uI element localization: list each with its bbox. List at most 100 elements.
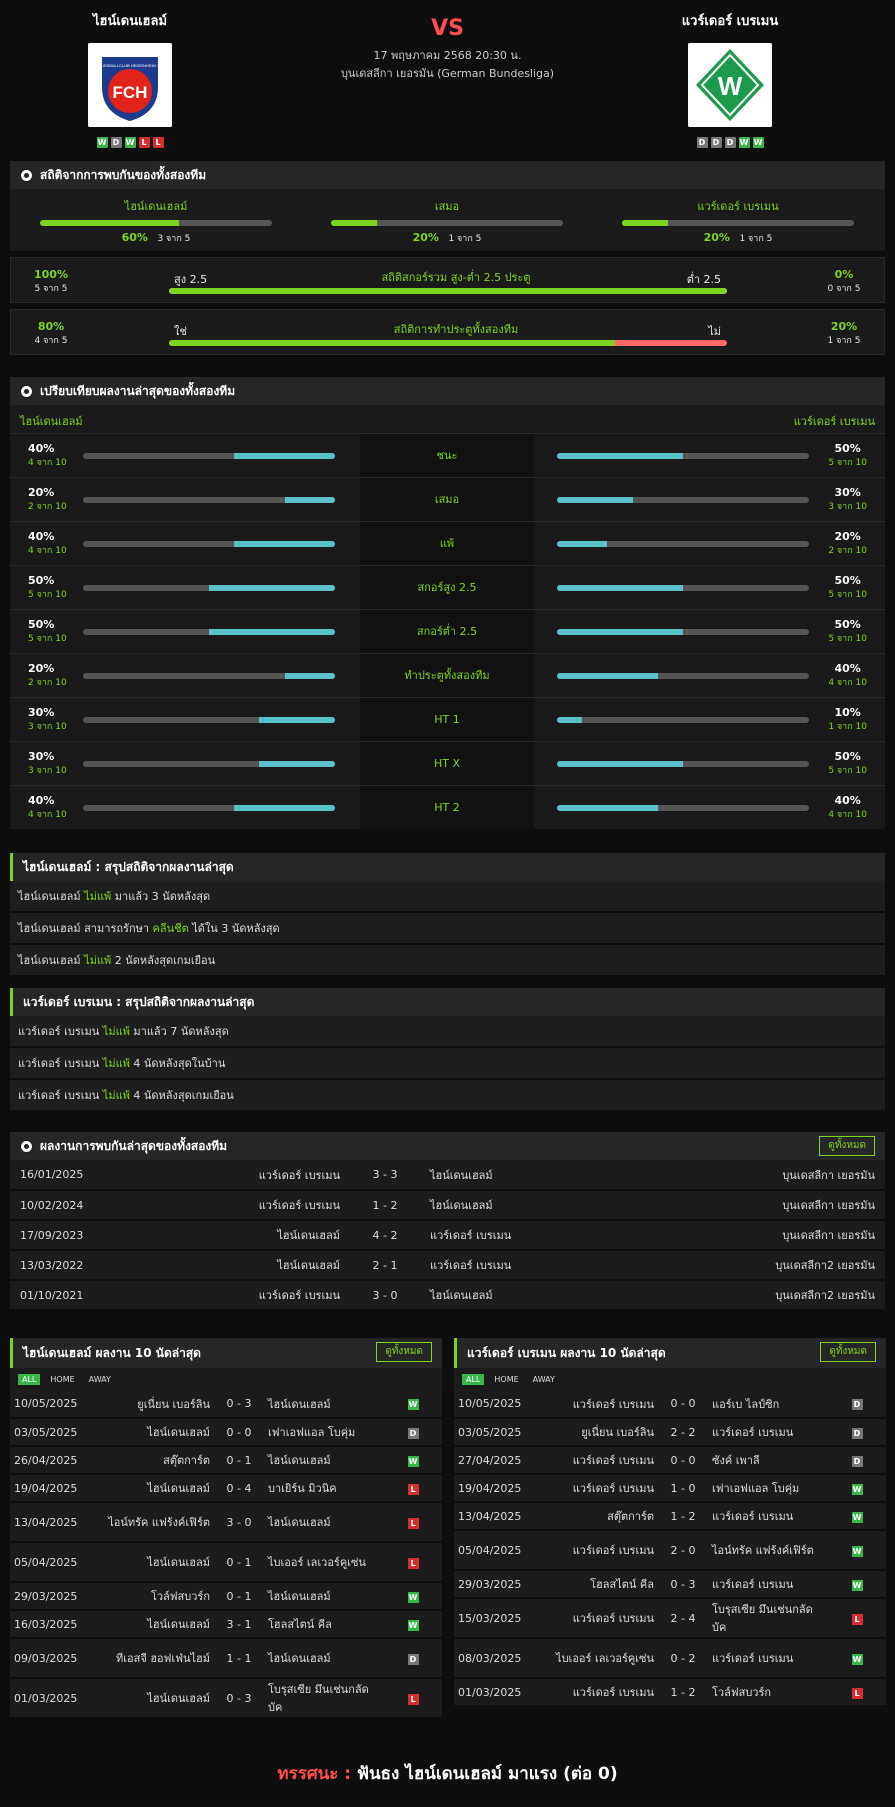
match-away-team[interactable]: ไอน์ทรัค แฟร้งค์เฟิร์ต [708,1530,828,1571]
match-away-team[interactable]: ไฮน์เดนเฮลม์ [264,1502,384,1543]
match-home-team[interactable]: ทีเอสจี ฮอฟเฟ่นไฮม์ [102,1638,214,1679]
table-row[interactable]: 19/04/2025 ไฮน์เดนเฮลม์ 0 - 4 บาเยิร์น มิวน… [10,1474,442,1503]
match-away-team[interactable]: ไฮน์เดนเฮลม์ [264,1582,384,1611]
match-away-team[interactable]: แวร์เดอร์ เบรเมน [708,1638,828,1679]
summary-line: แวร์เดอร์ เบรเมน ไม่แพ้ 4 นัดหลังสุดในบ้… [10,1048,885,1080]
tab-away[interactable]: AWAY [532,1374,555,1384]
see-all-button[interactable]: ดูทั้งหมด [376,1342,432,1362]
table-row[interactable]: 03/05/2025 ไฮน์เดนเฮลม์ 0 - 0 เฟาเอฟแอล โบค… [10,1418,442,1447]
match-home-team[interactable]: โวล์ฟสบวร์ก [102,1582,214,1611]
match-away-team[interactable]: แวร์เดอร์ เบรเมน [708,1570,828,1599]
match-home-team[interactable]: ไอน์ทรัค แฟร้งค์เฟิร์ต [102,1502,214,1543]
match-home-team[interactable]: ไฮน์เดนเฮลม์ [120,1250,350,1281]
match-away-team[interactable]: ไฮน์เดนเฮลม์ [420,1160,670,1191]
match-away-team[interactable]: บาเยิร์น มิวนิค [264,1474,384,1503]
match-home-team[interactable]: แวร์เดอร์ เบรเมน [120,1160,350,1191]
match-home-team[interactable]: แวร์เดอร์ เบรเมน [546,1390,658,1419]
result-badge: D [851,1427,863,1439]
table-row[interactable]: 17/09/2023 ไฮน์เดนเฮลม์ 4 - 2 แวร์เดอร์ เบร… [10,1220,885,1251]
match-home-team[interactable]: ไฮน์เดนเฮลม์ [120,1220,350,1251]
match-home-team[interactable]: ยูเนี่ยน เบอร์ลิน [102,1390,214,1419]
table-row[interactable]: 01/03/2025 แวร์เดอร์ เบรเมน 1 - 2 โวล์ฟสบวร… [454,1678,886,1707]
match-home-team[interactable]: แวร์เดอร์ เบรเมน [120,1190,350,1221]
compare-away-name[interactable]: แวร์เดอร์ เบรเมน [793,415,875,428]
match-away-team[interactable]: แวร์เดอร์ เบรเมน [708,1418,828,1447]
match-away-team[interactable]: แวร์เดอร์ เบรเมน [420,1220,670,1251]
table-row[interactable]: 19/04/2025 แวร์เดอร์ เบรเมน 1 - 0 เฟาเอฟแอล… [454,1474,886,1503]
match-away-team[interactable]: ไฮน์เดนเฮลม์ [264,1390,384,1419]
summary-highlight: ไม่แพ้ [84,890,112,903]
match-away-team[interactable]: โวล์ฟสบวร์ก [708,1678,828,1707]
match-home-team[interactable]: ไฮน์เดนเฮลม์ [102,1542,214,1583]
match-home-team[interactable]: แวร์เดอร์ เบรเมน [546,1598,658,1639]
match-home-team[interactable]: แวร์เดอร์ เบรเมน [546,1446,658,1475]
table-row[interactable]: 03/05/2025 ยูเนี่ยน เบอร์ลิน 2 - 2 แวร์เดอร… [454,1418,886,1447]
tab-all[interactable]: ALL [18,1373,41,1385]
match-away-team[interactable]: โบรุสเซีย มึนเช่นกลัดบัค [708,1598,828,1639]
table-row[interactable]: 01/10/2021 แวร์เดอร์ เบรเมน 3 - 0 ไฮน์เดนเฮ… [10,1280,885,1311]
match-away-team[interactable]: ซังค์ เพาลี [708,1446,828,1475]
home-team-name[interactable]: ไฮน์เดนเฮลม์ [92,14,168,29]
match-away-team[interactable]: แวร์เดอร์ เบรเมน [420,1250,670,1281]
match-away-team[interactable]: แวร์เดอร์ เบรเมน [708,1502,828,1531]
match-home-team[interactable]: สตุ๊ตการ์ต [546,1502,658,1531]
table-row[interactable]: 10/05/2025 ยูเนี่ยน เบอร์ลิน 0 - 3 ไฮน์เดนเ… [10,1390,442,1419]
tab-home[interactable]: HOME [50,1374,75,1384]
table-row[interactable]: 13/03/2022 ไฮน์เดนเฮลม์ 2 - 1 แวร์เดอร์ เบร… [10,1250,885,1281]
match-home-team[interactable]: ไฮน์เดนเฮลม์ [102,1610,214,1639]
table-row[interactable]: 15/03/2025 แวร์เดอร์ เบรเมน 2 - 4 โบรุสเซีย… [454,1598,886,1639]
match-home-team[interactable]: แวร์เดอร์ เบรเมน [546,1678,658,1707]
table-row[interactable]: 29/03/2025 โฮลสไตน์ คีล 0 - 3 แวร์เดอร์ เบร… [454,1570,886,1599]
compare-section: เปรียบเทียบผลงานล่าสุดของทั้งสองทีม ไฮน์… [10,377,885,829]
match-away-team[interactable]: ไฮน์เดนเฮลม์ [420,1280,670,1311]
match-away-team[interactable]: ไฮน์เดนเฮลม์ [264,1638,384,1679]
match-result: D [828,1390,886,1419]
tab-all[interactable]: ALL [462,1373,485,1385]
summary-text: 4 นัดหลังสุดเกมเยือน [129,1089,234,1102]
table-row[interactable]: 01/03/2025 ไฮน์เดนเฮลม์ 0 - 3 โบรุสเซีย มึน… [10,1678,442,1719]
match-away-team[interactable]: เฟาเอฟแอล โบคุ่ม [264,1418,384,1447]
match-home-team[interactable]: ยูเนี่ยน เบอร์ลิน [546,1418,658,1447]
match-home-team[interactable]: ไฮน์เดนเฮลม์ [102,1418,214,1447]
away-team-name[interactable]: แวร์เดอร์ เบรเมน [681,14,779,29]
table-row[interactable]: 05/04/2025 แวร์เดอร์ เบรเมน 2 - 0 ไอน์ทรัค … [454,1530,886,1571]
match-date: 19/04/2025 [454,1474,546,1503]
match-away-team[interactable]: โบรุสเซีย มึนเช่นกลัดบัค [264,1678,384,1719]
away-stat: 10% 1 จาก 10 [828,706,867,734]
see-all-button[interactable]: ดูทั้งหมด [820,1342,876,1362]
match-home-team[interactable]: แวร์เดอร์ เบรเมน [120,1280,350,1311]
away-bar [557,717,809,723]
compare-label: เสมอ [360,478,534,521]
match-away-team[interactable]: แอร์เบ ไลป์ซิก [708,1390,828,1419]
match-away-team[interactable]: ไฮน์เดนเฮลม์ [420,1190,670,1221]
league-name[interactable]: บุนเดสลีกา เยอรมัน (German Bundesliga) [340,67,555,80]
match-home-team[interactable]: ไบเออร์ เลเวอร์คูเซ่น [546,1638,658,1679]
table-row[interactable]: 16/03/2025 ไฮน์เดนเฮลม์ 3 - 1 โฮลสไตน์ คีล W [10,1610,442,1639]
tab-home[interactable]: HOME [494,1374,519,1384]
table-row[interactable]: 09/03/2025 ทีเอสจี ฮอฟเฟ่นไฮม์ 1 - 1 ไฮน์เด… [10,1638,442,1679]
match-home-team[interactable]: แวร์เดอร์ เบรเมน [546,1474,658,1503]
match-home-team[interactable]: ไฮน์เดนเฮลม์ [102,1678,214,1719]
table-row[interactable]: 16/01/2025 แวร์เดอร์ เบรเมน 3 - 3 ไฮน์เดนเฮ… [10,1160,885,1191]
match-away-team[interactable]: ไบเออร์ เลเวอร์คูเซ่น [264,1542,384,1583]
match-result: L [384,1678,442,1719]
match-home-team[interactable]: โฮลสไตน์ คีล [546,1570,658,1599]
tab-away[interactable]: AWAY [88,1374,111,1384]
table-row[interactable]: 10/02/2024 แวร์เดอร์ เบรเมน 1 - 2 ไฮน์เดนเฮ… [10,1190,885,1221]
match-home-team[interactable]: แวร์เดอร์ เบรเมน [546,1530,658,1571]
match-away-team[interactable]: โฮลสไตน์ คีล [264,1610,384,1639]
match-away-team[interactable]: เฟาเอฟแอล โบคุ่ม [708,1474,828,1503]
match-home-team[interactable]: สตุ๊ตการ์ต [102,1446,214,1475]
table-row[interactable]: 08/03/2025 ไบเออร์ เลเวอร์คูเซ่น 0 - 2 แวร์… [454,1638,886,1679]
match-away-team[interactable]: ไฮน์เดนเฮลม์ [264,1446,384,1475]
table-row[interactable]: 27/04/2025 แวร์เดอร์ เบรเมน 0 - 0 ซังค์ เพา… [454,1446,886,1475]
table-row[interactable]: 13/04/2025 สตุ๊ตการ์ต 1 - 2 แวร์เดอร์ เบรเม… [454,1502,886,1531]
table-row[interactable]: 26/04/2025 สตุ๊ตการ์ต 0 - 1 ไฮน์เดนเฮลม์ W [10,1446,442,1475]
table-row[interactable]: 29/03/2025 โวล์ฟสบวร์ก 0 - 1 ไฮน์เดนเฮลม์ W [10,1582,442,1611]
table-row[interactable]: 13/04/2025 ไอน์ทรัค แฟร้งค์เฟิร์ต 3 - 0 ไฮน… [10,1502,442,1543]
match-home-team[interactable]: ไฮน์เดนเฮลม์ [102,1474,214,1503]
table-row[interactable]: 10/05/2025 แวร์เดอร์ เบรเมน 0 - 0 แอร์เบ ไล… [454,1390,886,1419]
table-row[interactable]: 05/04/2025 ไฮน์เดนเฮลม์ 0 - 1 ไบเออร์ เลเวอ… [10,1542,442,1583]
see-all-button[interactable]: ดูทั้งหมด [819,1136,875,1156]
compare-home-name[interactable]: ไฮน์เดนเฮลม์ [20,415,83,428]
